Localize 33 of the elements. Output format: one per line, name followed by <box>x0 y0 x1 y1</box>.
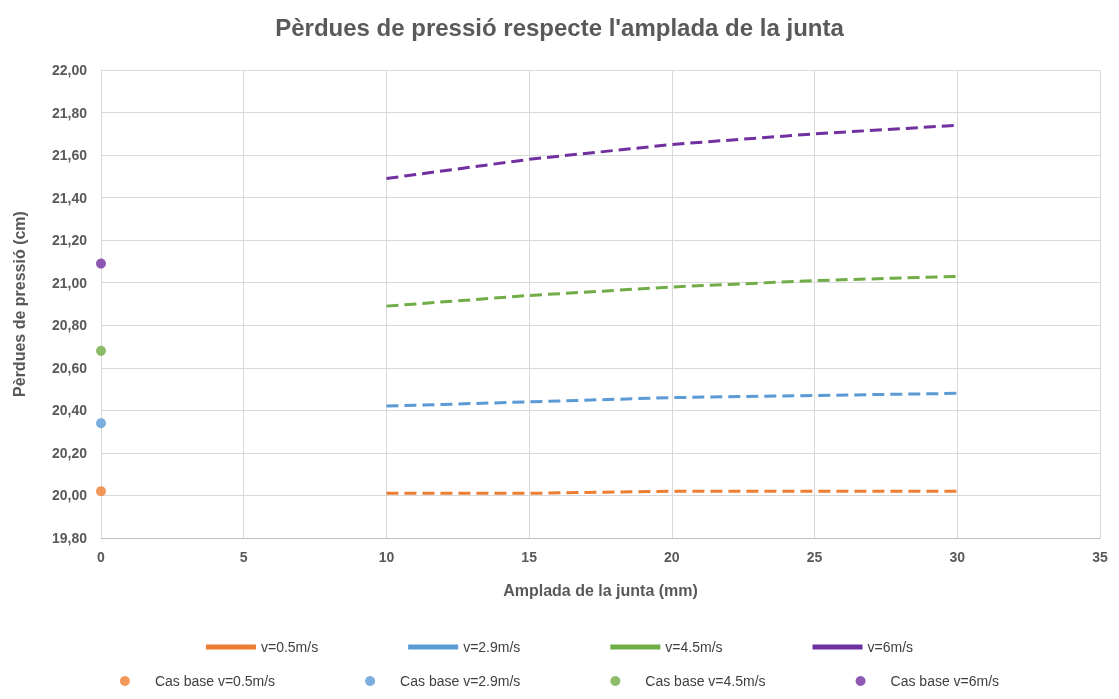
legend-label: Cas base v=0.5m/s <box>154 673 276 689</box>
x-tick-label: 20 <box>664 549 680 565</box>
y-axis-title: Pèrdues de pressió (cm) <box>10 211 28 397</box>
legend-label: Cas base v=6m/s <box>890 673 1000 689</box>
chart-title: Pèrdues de pressió respecte l'amplada de la junta <box>275 13 845 41</box>
legend-label: v=0.5m/s <box>260 639 319 655</box>
x-axis-title: Amplada de la junta (mm) <box>503 581 698 599</box>
legend-label: Cas base v=2.9m/s <box>400 673 521 689</box>
x-tick-label: 5 <box>239 549 248 565</box>
y-tick-label: 21,00 <box>51 274 88 291</box>
y-tick-label: 20,80 <box>51 317 88 334</box>
x-tick-label: 10 <box>378 549 395 565</box>
y-tick-label: 20,20 <box>51 444 88 461</box>
line-series <box>384 391 959 408</box>
y-tick-label: 21,80 <box>51 104 88 121</box>
line-series <box>384 274 959 308</box>
y-tick-label: 20,60 <box>51 359 88 376</box>
x-tick-label: 25 <box>806 549 823 565</box>
x-tick-label: 35 <box>1092 549 1108 565</box>
y-tick-label: 21,40 <box>51 189 88 206</box>
legend-label: v=6m/s <box>867 639 914 655</box>
y-tick-label: 20,40 <box>51 402 88 419</box>
x-tick-label: 0 <box>97 549 106 565</box>
legend-label: Cas base v=4.5m/s <box>645 673 766 689</box>
x-tick-label: 30 <box>949 549 966 565</box>
y-tick-label: 21,20 <box>51 232 88 249</box>
y-tick-label: 19,80 <box>51 530 88 546</box>
legend-label: v=4.5m/s <box>665 639 723 655</box>
y-tick-label: 21,60 <box>51 147 88 164</box>
y-tick-label: 22,00 <box>51 62 88 78</box>
legend-label: v=2.9m/s <box>463 639 521 655</box>
x-tick-label: 15 <box>521 549 538 565</box>
y-tick-label: 20,00 <box>51 487 88 504</box>
